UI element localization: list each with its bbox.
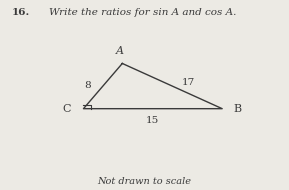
- Text: Write the ratios for sin A and cos A.: Write the ratios for sin A and cos A.: [49, 8, 236, 17]
- Text: 15: 15: [146, 116, 160, 125]
- Text: 16.: 16.: [12, 8, 30, 17]
- Text: 8: 8: [84, 81, 90, 90]
- Text: C: C: [62, 104, 71, 114]
- Text: 17: 17: [182, 78, 195, 87]
- Text: Not drawn to scale: Not drawn to scale: [97, 177, 192, 186]
- Text: B: B: [233, 104, 241, 114]
- Text: A: A: [116, 46, 123, 56]
